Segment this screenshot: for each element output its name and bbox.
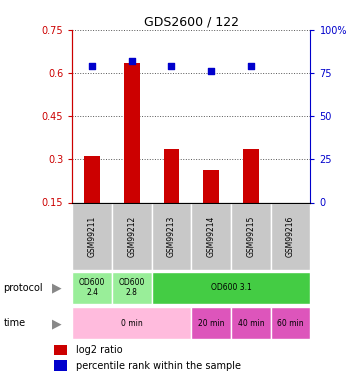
Text: GSM99211: GSM99211 xyxy=(88,216,96,257)
Text: time: time xyxy=(4,318,26,328)
Text: OD600
2.4: OD600 2.4 xyxy=(79,279,105,297)
Text: 40 min: 40 min xyxy=(238,319,264,328)
Text: OD600 3.1: OD600 3.1 xyxy=(211,284,251,292)
Title: GDS2600 / 122: GDS2600 / 122 xyxy=(144,16,239,29)
Text: 20 min: 20 min xyxy=(198,319,225,328)
Text: GSM99212: GSM99212 xyxy=(127,216,136,257)
Text: protocol: protocol xyxy=(4,283,43,293)
FancyBboxPatch shape xyxy=(271,308,310,339)
Text: GSM99214: GSM99214 xyxy=(207,216,216,257)
FancyBboxPatch shape xyxy=(72,272,112,304)
Text: GSM99213: GSM99213 xyxy=(167,216,176,257)
FancyBboxPatch shape xyxy=(112,202,152,270)
Text: OD600
2.8: OD600 2.8 xyxy=(118,279,145,297)
Bar xyxy=(54,360,67,371)
FancyBboxPatch shape xyxy=(231,308,271,339)
FancyBboxPatch shape xyxy=(112,272,152,304)
Text: GSM99215: GSM99215 xyxy=(247,216,255,257)
Text: GSM99216: GSM99216 xyxy=(286,216,295,257)
FancyBboxPatch shape xyxy=(72,308,191,339)
Point xyxy=(89,63,95,69)
Text: 0 min: 0 min xyxy=(121,319,143,328)
FancyBboxPatch shape xyxy=(152,202,191,270)
Bar xyxy=(243,149,259,202)
Point xyxy=(208,68,214,74)
Text: 60 min: 60 min xyxy=(277,319,304,328)
FancyBboxPatch shape xyxy=(191,202,231,270)
Bar xyxy=(124,63,140,202)
Point xyxy=(129,58,135,64)
Bar xyxy=(164,149,179,202)
FancyBboxPatch shape xyxy=(152,272,310,304)
Text: percentile rank within the sample: percentile rank within the sample xyxy=(76,360,241,370)
Point xyxy=(169,63,174,69)
Text: ▶: ▶ xyxy=(52,317,62,330)
Point xyxy=(248,63,254,69)
Text: log2 ratio: log2 ratio xyxy=(76,345,122,355)
Text: ▶: ▶ xyxy=(52,281,62,294)
FancyBboxPatch shape xyxy=(72,202,112,270)
FancyBboxPatch shape xyxy=(231,202,271,270)
Bar xyxy=(54,345,67,355)
FancyBboxPatch shape xyxy=(191,308,231,339)
Bar xyxy=(84,156,100,203)
FancyBboxPatch shape xyxy=(271,202,310,270)
Bar xyxy=(203,170,219,202)
